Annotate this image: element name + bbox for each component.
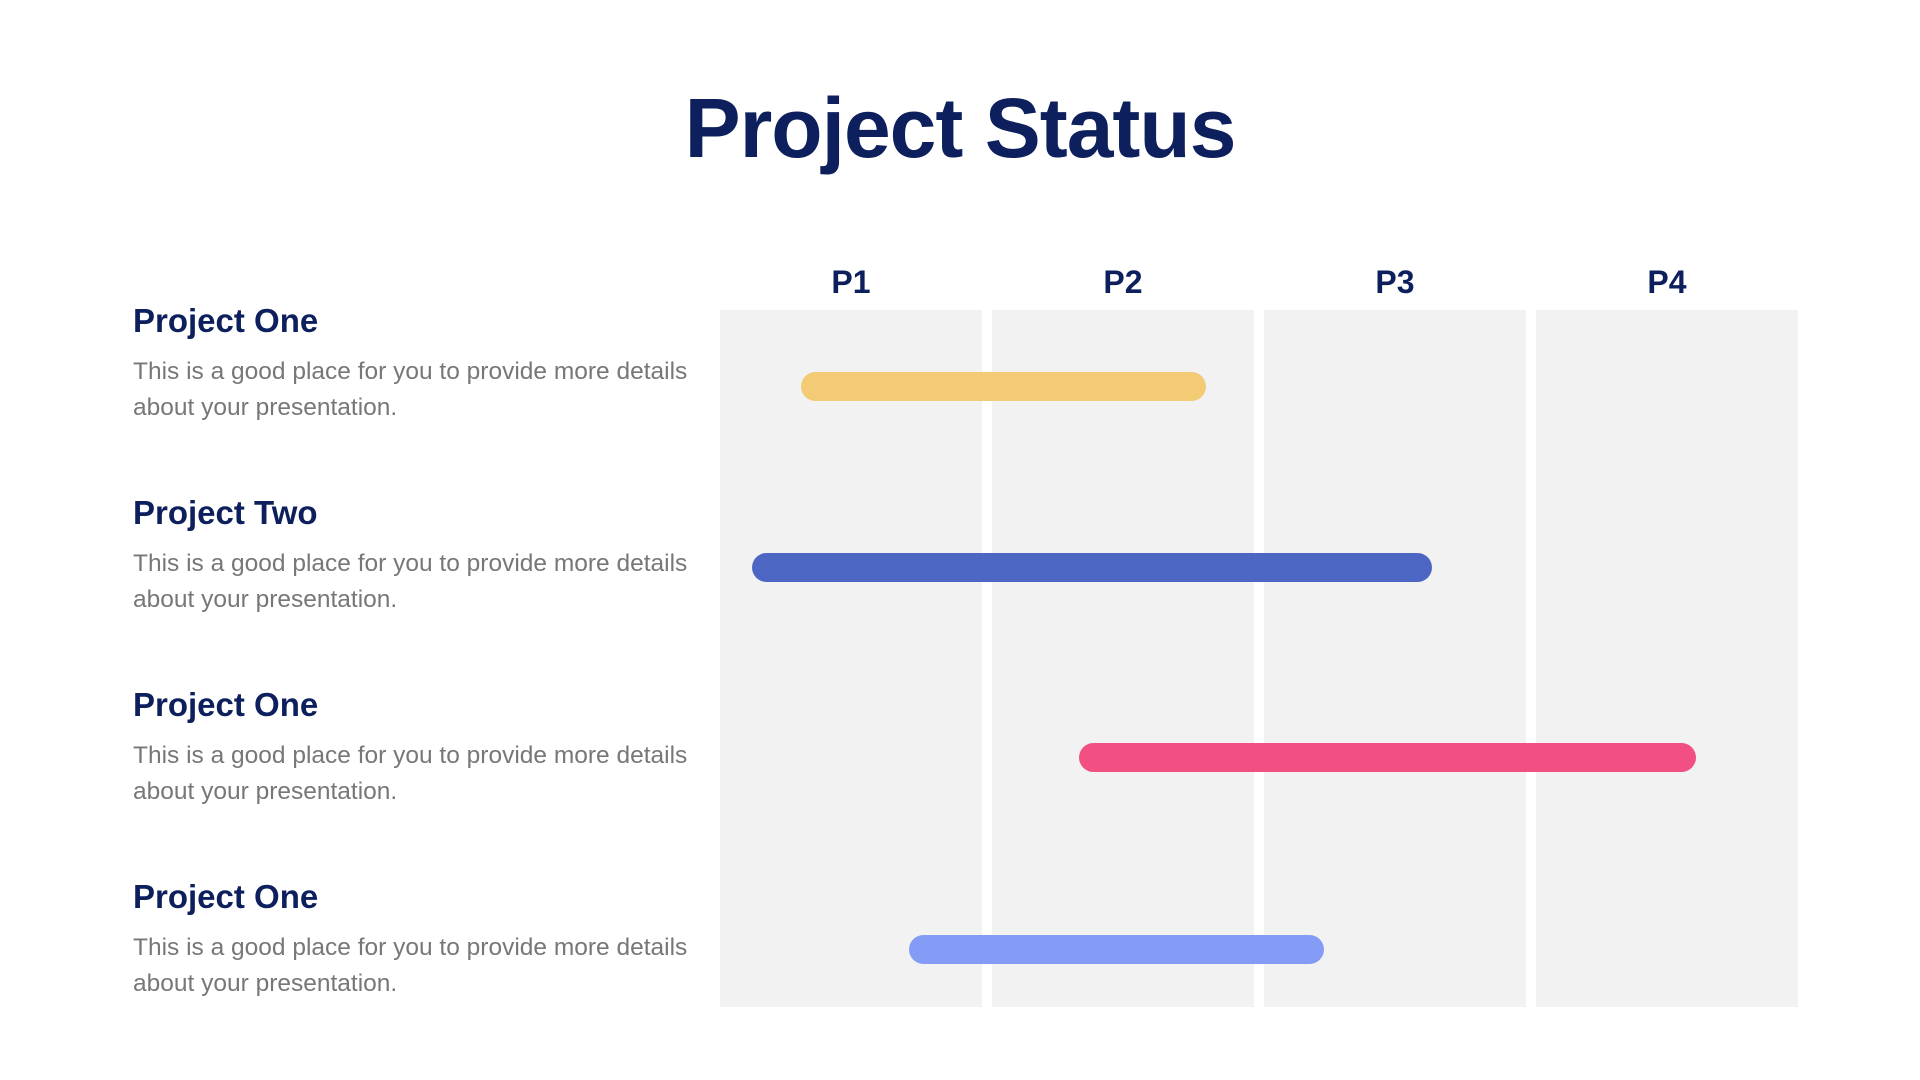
page-title: Project Status: [684, 81, 1237, 175]
project-item: Project One This is a good place for you…: [133, 878, 693, 1002]
project-title: Project Two: [133, 494, 318, 531]
project-description: This is a good place for you to provide …: [133, 358, 688, 421]
project-title: Project One: [133, 686, 319, 723]
project-item: Project Two This is a good place for you…: [133, 494, 693, 618]
gantt-bar: [908, 935, 1325, 964]
gantt-bar: [752, 553, 1433, 582]
period-header: P4: [1647, 264, 1687, 300]
period-header: P2: [1103, 264, 1143, 300]
project-item: Project One This is a good place for you…: [133, 302, 693, 426]
period-column: [720, 310, 982, 1007]
period-column: [992, 310, 1254, 1007]
period-header: P1: [831, 264, 871, 300]
gantt-bar: [1078, 743, 1697, 772]
gantt-bar: [800, 372, 1206, 401]
project-item: Project One This is a good place for you…: [133, 686, 693, 810]
period-header: P3: [1375, 264, 1415, 300]
project-title: Project One: [133, 878, 319, 915]
project-description: This is a good place for you to provide …: [133, 550, 688, 613]
period-column: [1264, 310, 1526, 1007]
project-description: This is a good place for you to provide …: [133, 934, 688, 997]
period-column: [1536, 310, 1798, 1007]
project-description: This is a good place for you to provide …: [133, 742, 688, 805]
project-title: Project One: [133, 302, 319, 339]
